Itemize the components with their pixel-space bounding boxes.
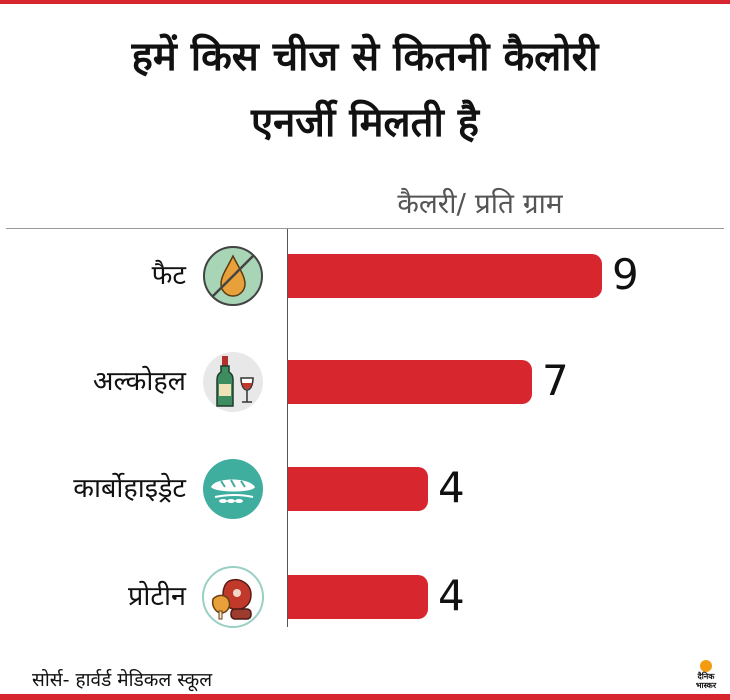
chart-title: हमें किस चीज से कितनी कैलोरी एनर्जी मिलत… [0,24,730,156]
category-label: कार्बोहाइड्रेट [73,473,186,504]
logo-text-2: भास्कर [695,681,717,690]
oil-drop-icon [201,244,265,308]
bar-value-label: 4 [438,463,465,512]
title-line-1: हमें किस चीज से कितनी कैलोरी [131,34,599,80]
header-divider [6,228,724,229]
title-line-2: एनर्जी मिलती है [250,100,479,146]
bar [288,575,428,619]
bread-wheat-icon [201,457,265,521]
bottom-accent-rule [0,694,730,700]
category-label: अल्कोहल [92,366,186,397]
bar-value-label: 9 [612,250,639,299]
bar [288,254,602,298]
sun-icon [700,660,712,672]
meat-icon [201,565,265,629]
bar [288,467,428,511]
top-accent-rule [0,0,730,4]
category-label: प्रोटीन [128,581,186,612]
logo-text-1: दैनिक [697,672,715,681]
bar [288,360,532,404]
category-label: फैट [151,260,186,291]
publisher-logo: दैनिक भास्कर [686,660,726,692]
y-axis-line [287,229,288,627]
wine-bottle-icon [201,350,265,414]
x-axis-label: कैलरी/ प्रति ग्राम [397,187,563,220]
bar-value-label: 7 [542,356,569,405]
source-note: सोर्स- हार्वर्ड मेडिकल स्कूल [32,669,213,691]
bar-value-label: 4 [438,571,465,620]
